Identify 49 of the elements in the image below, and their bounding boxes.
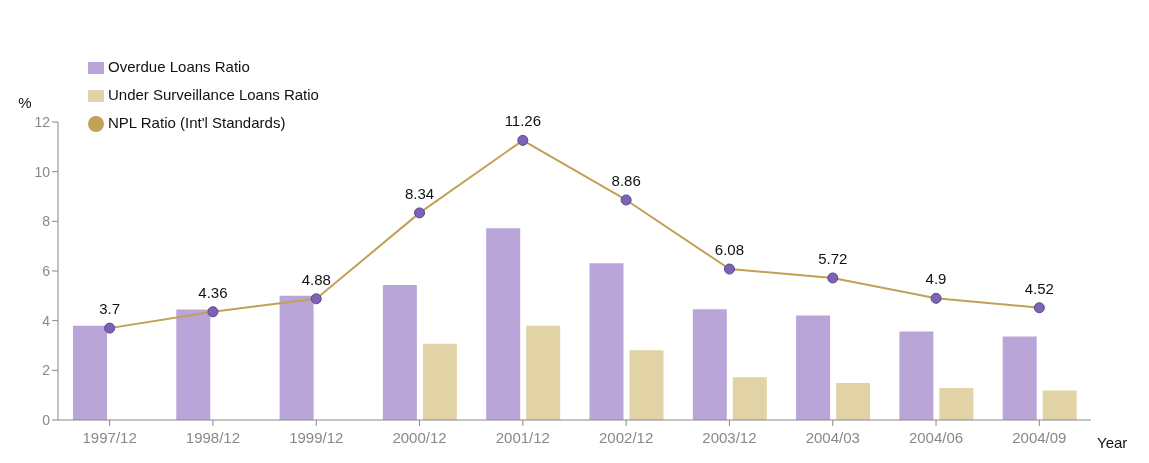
data-label: 4.36 <box>198 283 228 301</box>
bar <box>629 350 664 420</box>
x-tick-label: 1997/12 <box>82 428 137 446</box>
x-tick-label: 2004/03 <box>805 428 860 446</box>
y-tick-label: 6 <box>42 262 51 279</box>
data-label: 5.72 <box>818 249 848 267</box>
bar <box>732 377 767 420</box>
y-tick-label: 2 <box>42 362 51 379</box>
data-label: 4.52 <box>1024 279 1054 297</box>
y-tick-label: 4 <box>42 312 51 329</box>
x-tick-label: 2003/12 <box>702 428 757 446</box>
data-label: 3.7 <box>99 300 121 318</box>
y-tick-label: 10 <box>34 163 51 180</box>
data-label: 8.34 <box>404 184 435 202</box>
y-tick-label: 8 <box>42 213 51 230</box>
x-tick-label: 1999/12 <box>289 428 344 446</box>
x-tick-label: 2004/06 <box>908 428 964 446</box>
bar <box>279 295 314 420</box>
legend-label: Under Surveillance Loans Ratio <box>108 86 319 103</box>
x-tick-label: 2001/12 <box>495 428 550 446</box>
data-label: 6.08 <box>714 241 745 259</box>
bar <box>899 331 934 420</box>
x-tick-label: 2000/12 <box>392 428 447 446</box>
x-axis-title: Year <box>1097 434 1128 452</box>
bar <box>1002 336 1037 420</box>
bar <box>486 228 521 420</box>
x-tick-label: 2004/09 <box>1012 428 1067 446</box>
bar <box>526 325 561 420</box>
legend-label: Overdue Loans Ratio <box>108 58 250 75</box>
data-label: 4.9 <box>925 270 947 288</box>
x-tick-label: 2002/12 <box>599 428 654 446</box>
legend-label: NPL Ratio (Int'l Standards) <box>108 114 286 131</box>
y-tick-label: 12 <box>34 113 51 130</box>
bar <box>836 383 871 420</box>
bar <box>382 284 417 420</box>
y-axis-title: % <box>18 94 32 111</box>
bar <box>422 343 457 420</box>
bar <box>1042 390 1077 420</box>
bar <box>692 309 727 420</box>
bar <box>73 325 107 420</box>
x-tick-label: 1998/12 <box>185 428 241 446</box>
bar <box>589 263 624 420</box>
data-label: 4.88 <box>301 270 331 288</box>
bar <box>796 315 831 420</box>
data-label: 8.86 <box>611 171 641 189</box>
data-label: 11.26 <box>504 112 542 130</box>
y-tick-label: 0 <box>42 411 51 428</box>
bar <box>176 309 211 420</box>
bar <box>939 387 974 420</box>
